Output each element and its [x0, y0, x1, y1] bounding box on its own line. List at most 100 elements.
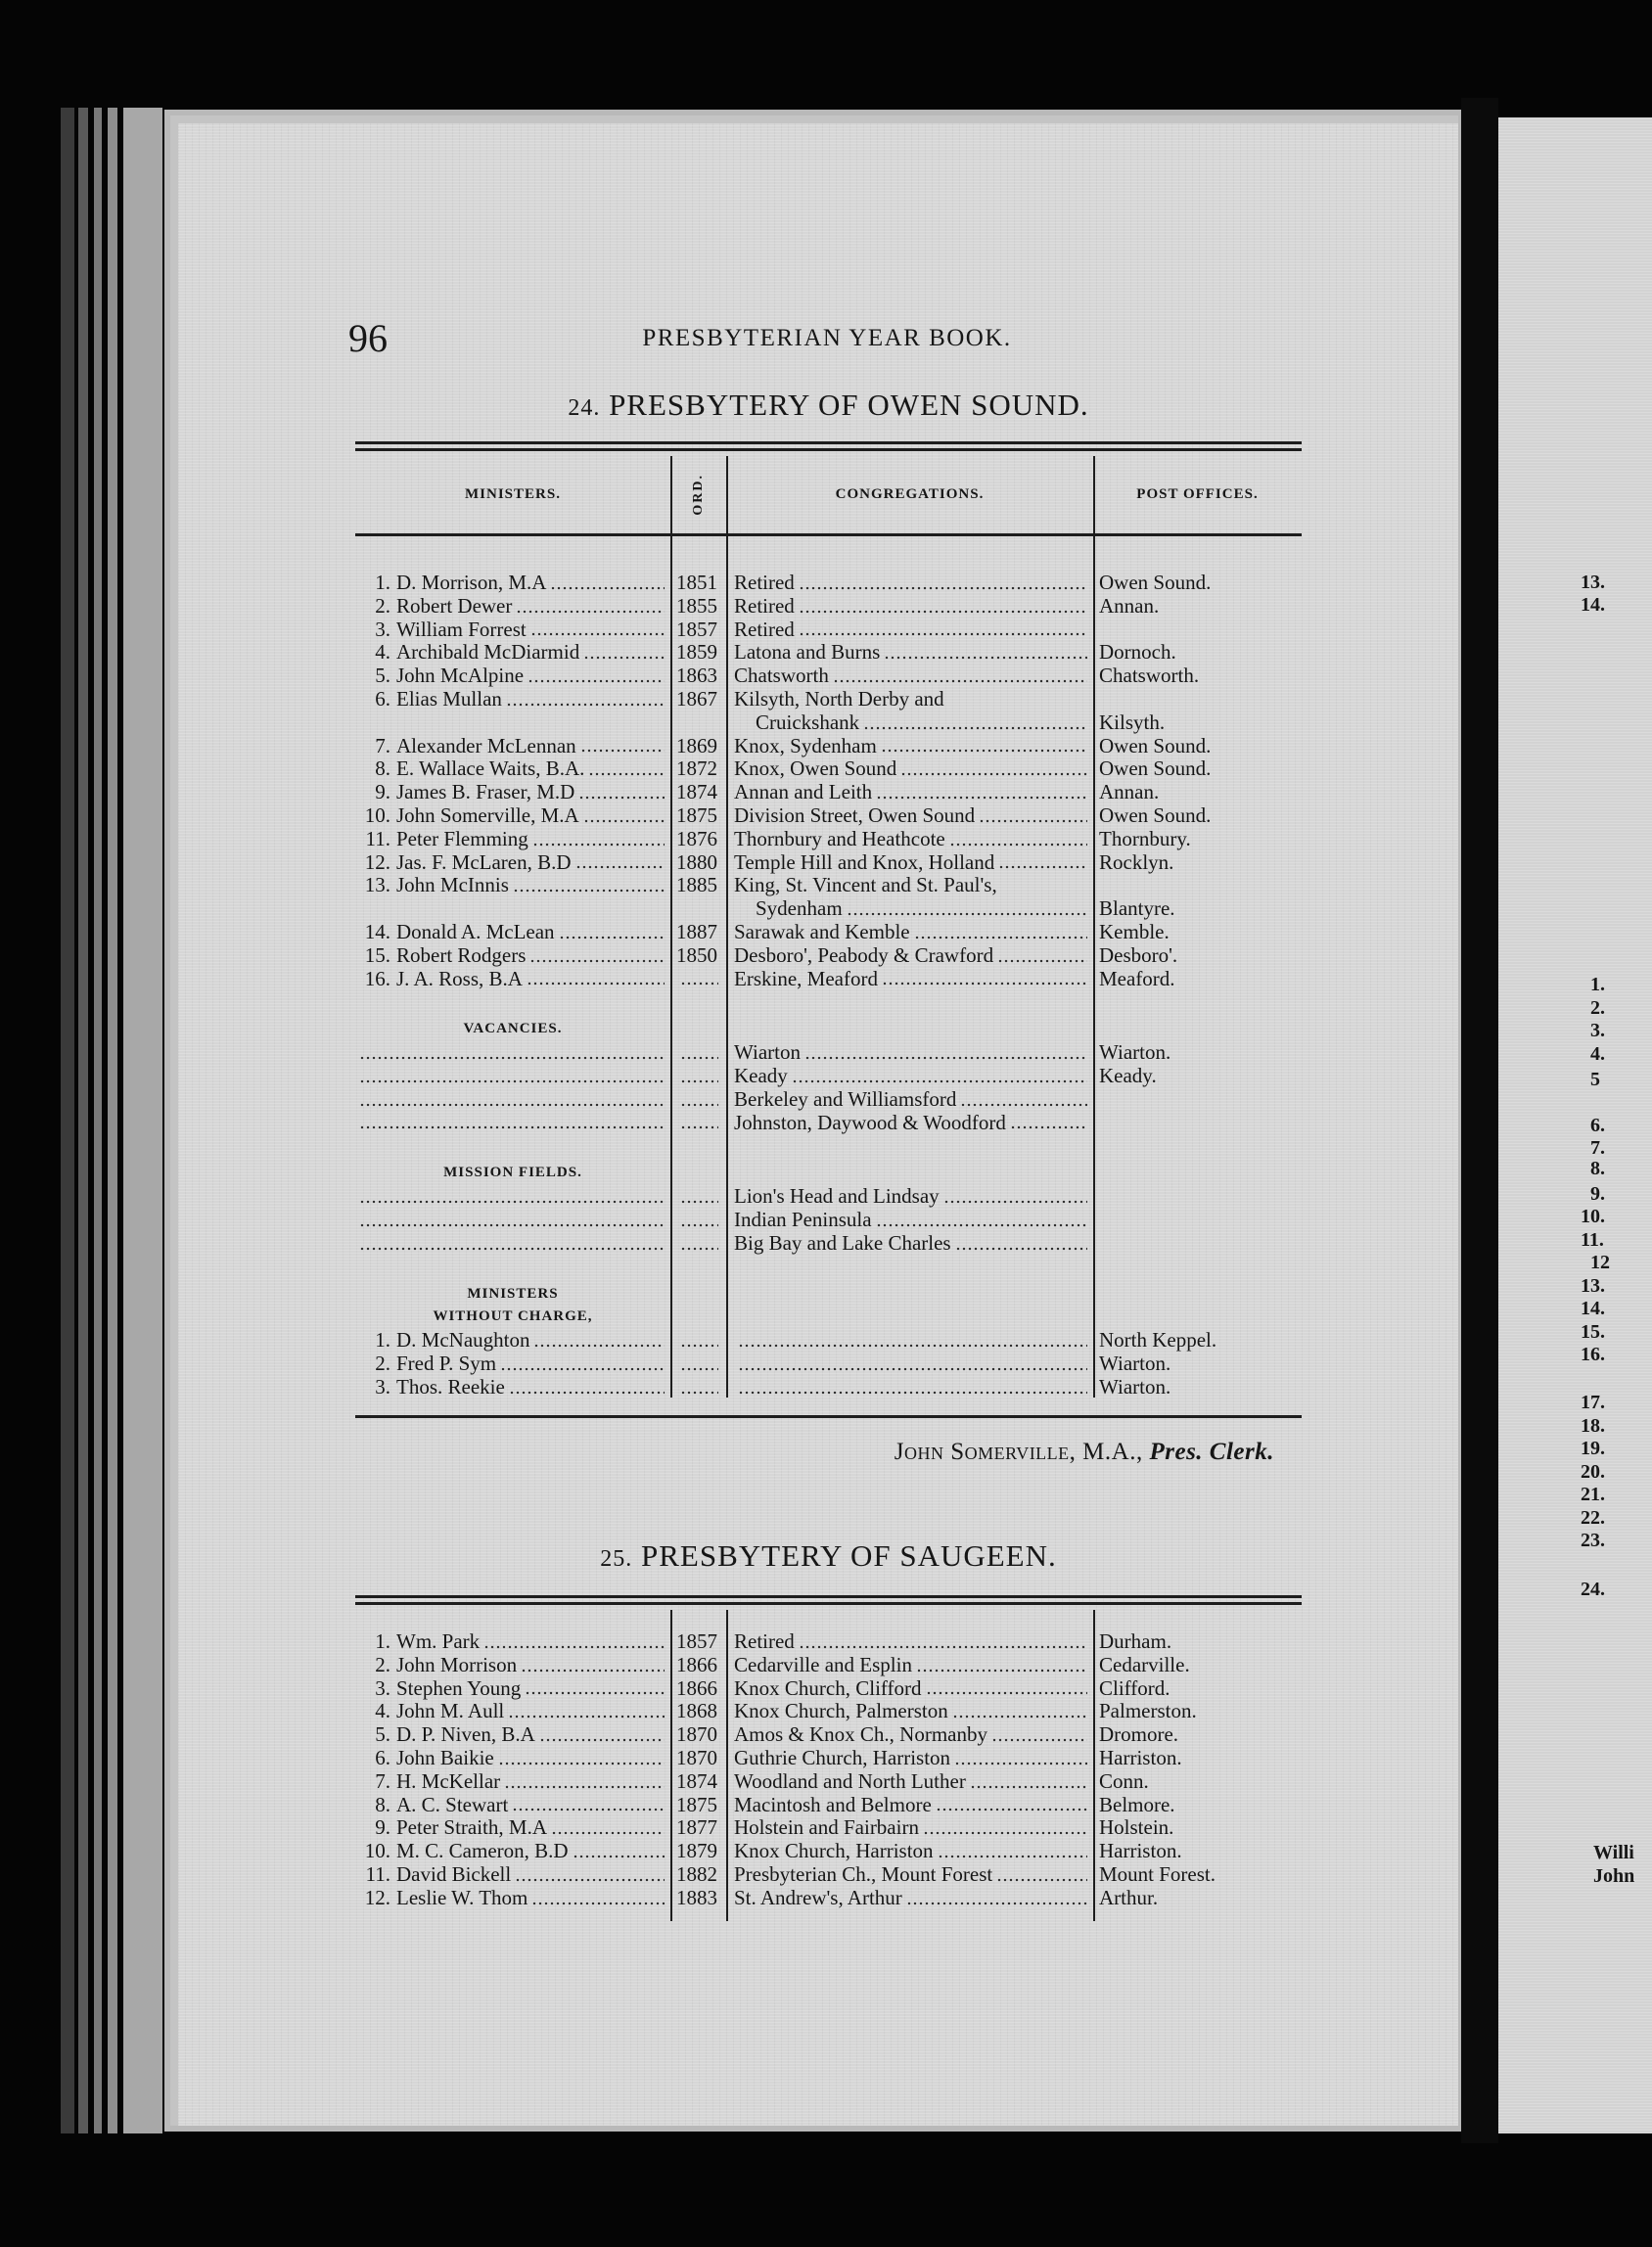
column-divider — [726, 1610, 728, 1921]
dot-leader — [791, 1064, 1087, 1083]
facing-page-fragment: 24. — [1581, 1579, 1605, 1600]
congregation: Johnston, Daywood & Woodford — [734, 1110, 1006, 1134]
post-office: Wiarton. — [1099, 1040, 1171, 1065]
ordination-year: 1866 — [676, 1652, 717, 1676]
minister-cell: 3. Stephen Young — [355, 1675, 670, 1701]
dot-leader — [798, 1630, 1087, 1649]
dot-leader — [738, 1329, 1087, 1348]
dot-leader — [905, 1886, 1087, 1905]
table-row-continued: Sydenham Blantyre. — [355, 896, 1302, 921]
mission-fields-label: MISSION FIELDS. — [443, 1165, 582, 1181]
dot-leader — [951, 1700, 1087, 1720]
table-row-continued: Cruickshank Kilsyth. — [355, 711, 1302, 735]
congregation-cell: Temple Hill and Knox, Holland — [726, 850, 1093, 875]
dot-leader — [738, 1375, 1087, 1395]
ord-cell: 1870 — [670, 1722, 726, 1747]
minister-cell: 16. J. A. Ross, B.A — [355, 966, 670, 991]
minister-cell: 5. John McAlpine — [355, 664, 670, 688]
minister-cell — [355, 1231, 670, 1256]
post-office-cell: Holstein. — [1093, 1815, 1302, 1840]
minister-cell — [355, 711, 670, 735]
minister-name: Jas. F. McLaren, B.D — [396, 849, 572, 874]
book-edge — [61, 108, 74, 2133]
dot-leader — [875, 1208, 1087, 1227]
post-office-cell — [1093, 1209, 1302, 1232]
dot-leader — [996, 1862, 1087, 1882]
ord-cell: 1882 — [670, 1861, 726, 1887]
post-office-cell: Cedarville. — [1093, 1653, 1302, 1677]
congregation-continued: Cruickshank — [756, 710, 860, 734]
ord-cell — [670, 1329, 726, 1353]
dot-leader — [500, 1352, 665, 1371]
congregation: Kilsyth, North Derby and — [734, 686, 944, 711]
dot-leader — [1009, 1111, 1087, 1130]
congregation-cell: Kilsyth, North Derby and — [726, 686, 1093, 711]
congregation-cell: Macintosh and Belmore — [726, 1793, 1093, 1817]
ord-cell — [670, 1185, 726, 1209]
column-divider — [726, 456, 728, 1398]
ordination-year: 1855 — [676, 593, 717, 618]
table-row: 7. Alexander McLennan 1869 Knox, Sydenham… — [355, 734, 1302, 758]
without-charge-row: 3. Thos. Reekie Wiarton. — [355, 1375, 1302, 1399]
congregation-cell: Keady — [726, 1064, 1093, 1088]
congregation: Guthrie Church, Harriston — [734, 1745, 951, 1769]
facing-page-fragment: 22. — [1581, 1507, 1605, 1529]
congregation-cell: Retired — [726, 571, 1093, 595]
ord-cell: 1869 — [670, 734, 726, 758]
ord-cell: 1851 — [670, 571, 726, 595]
dot-leader — [991, 1723, 1087, 1742]
dot-leader — [525, 1676, 665, 1696]
post-office: Dromore. — [1099, 1722, 1179, 1747]
ordination-year: 1885 — [676, 873, 717, 897]
col-ord-cell: ORD. — [670, 474, 726, 516]
ord-cell — [670, 1231, 726, 1256]
row-number: 12. — [364, 1885, 390, 1909]
ord-cell: 1875 — [670, 803, 726, 828]
ord-cell: 1883 — [670, 1886, 726, 1910]
post-office-cell: Annan. — [1093, 594, 1302, 619]
congregation: Erskine, Meaford — [734, 966, 878, 990]
dot-leader — [483, 1630, 665, 1649]
ord-cell — [670, 1375, 726, 1399]
post-office-cell: Wiarton. — [1093, 1040, 1302, 1065]
ord-cell: 1868 — [670, 1700, 726, 1723]
without-charge-row: 2. Fred P. Sym Wiarton. — [355, 1352, 1302, 1376]
post-office: North Keppel. — [1099, 1328, 1217, 1353]
dot-leader — [738, 1352, 1087, 1371]
dot-leader — [528, 665, 665, 683]
row-number: 3. — [375, 1675, 390, 1700]
congregation: Knox Church, Palmerston — [734, 1699, 948, 1723]
congregation: Lion's Head and Lindsay — [734, 1184, 940, 1209]
minister-name: Wm. Park — [396, 1629, 481, 1653]
table-row: 13. John McInnis 1885 King, St. Vincent a… — [355, 874, 1302, 897]
post-office-cell — [1093, 1185, 1302, 1209]
dot-leader — [680, 1111, 718, 1130]
dot-leader — [880, 734, 1087, 754]
post-office-cell: Annan. — [1093, 780, 1302, 804]
column-divider — [1093, 456, 1095, 1398]
post-office: Rocklyn. — [1099, 849, 1174, 874]
minister-cell: 8. E. Wallace Waits, B.A. — [355, 757, 670, 781]
congregation-cell: Chatsworth — [726, 664, 1093, 688]
post-office: Holstein. — [1099, 1815, 1174, 1840]
congregation: Holstein and Fairbairn — [734, 1815, 919, 1840]
facing-page-fragment: 7. — [1590, 1137, 1605, 1159]
table-row: 3. Stephen Young 1866 Knox Church, Cliffo… — [355, 1675, 1302, 1701]
congregation-cell: Berkeley and Williamsford — [726, 1087, 1093, 1112]
dot-leader — [504, 1769, 665, 1789]
dot-leader — [876, 781, 1087, 800]
dot-leader — [359, 1208, 665, 1227]
row-number: 2. — [375, 593, 390, 618]
congregation: Desboro', Peabody & Crawford — [734, 942, 994, 967]
ord-cell: 1880 — [670, 850, 726, 875]
dot-leader — [533, 1329, 665, 1348]
row-number: 16. — [364, 966, 390, 990]
congregation-cell: Erskine, Meaford — [726, 966, 1093, 991]
post-office: Conn. — [1099, 1768, 1149, 1793]
congregation-cell: Knox Church, Harriston — [726, 1839, 1093, 1863]
congregation: St. Andrew's, Arthur — [734, 1885, 902, 1909]
owen-sound-table-body: 1. D. Morrison, M.A 1851 Retired Owen Sou… — [355, 571, 1302, 1399]
column-divider — [670, 456, 672, 1398]
mission-field-row: Indian Peninsula — [355, 1208, 1302, 1232]
ordination-year: 1882 — [676, 1861, 717, 1886]
